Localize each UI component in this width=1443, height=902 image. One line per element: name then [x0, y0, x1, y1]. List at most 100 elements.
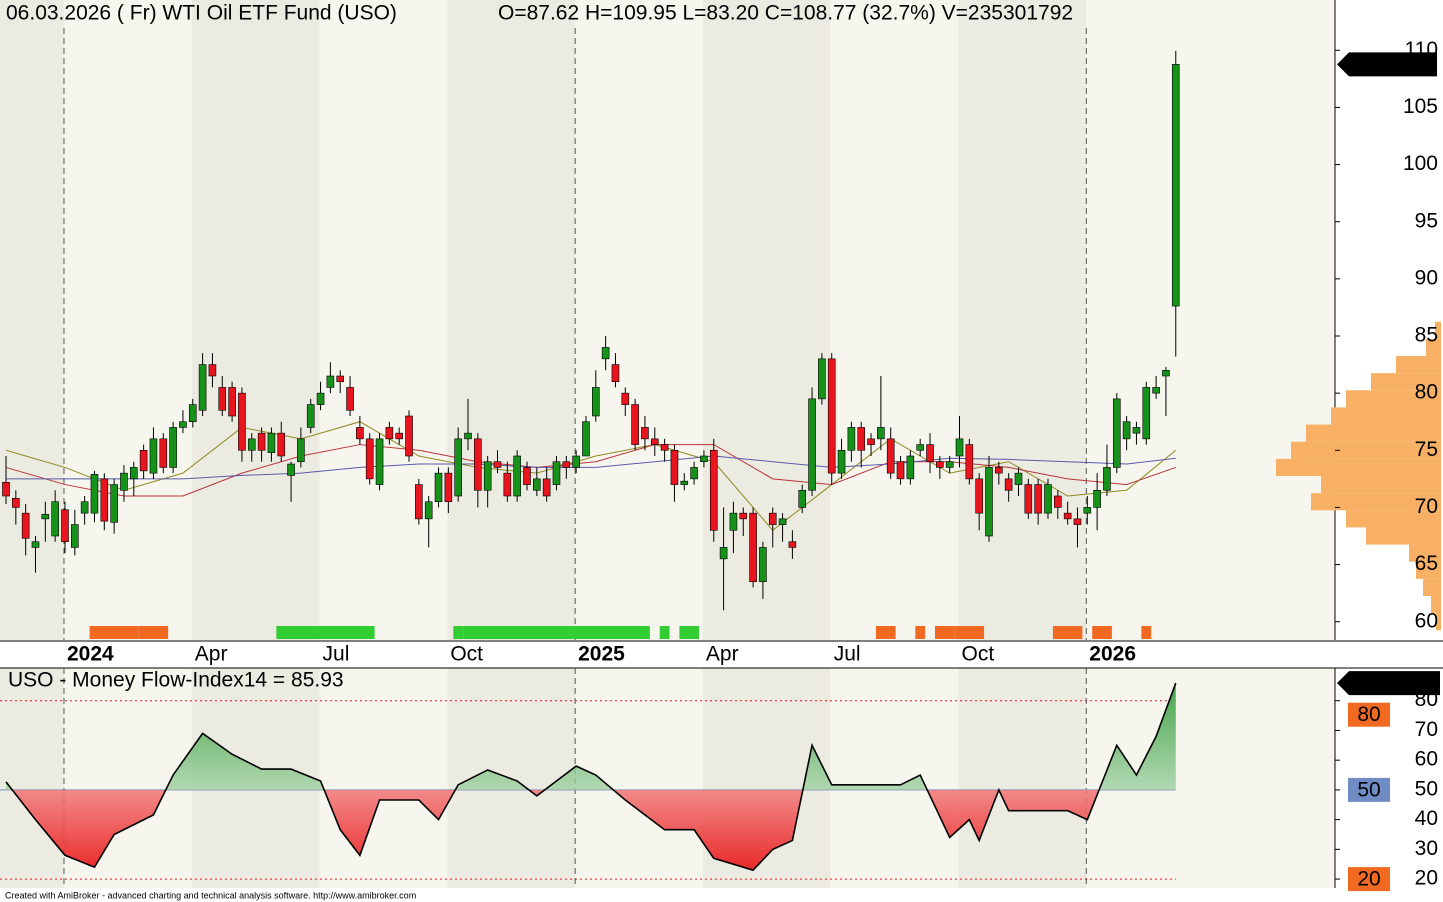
candle-body — [985, 467, 993, 537]
candle-body — [434, 472, 443, 503]
candle-body — [188, 404, 197, 423]
x-tick-label: Oct — [962, 643, 995, 666]
candle-body — [798, 489, 807, 508]
volume-profile-bar — [1331, 407, 1441, 425]
volume-profile-bar — [1436, 613, 1441, 631]
candle-body — [287, 463, 295, 476]
level-label: 20 — [1357, 868, 1380, 891]
candle-body — [827, 358, 836, 474]
signal-bar — [276, 626, 375, 639]
signal-bar — [138, 626, 169, 639]
candle-body — [631, 404, 639, 445]
candle-body — [90, 473, 99, 514]
candle-body — [611, 364, 620, 383]
candle-body — [523, 467, 531, 485]
y-tick-label: 70 — [1415, 718, 1438, 741]
candle-body — [149, 438, 158, 474]
candle-body — [120, 472, 128, 491]
candle-body — [346, 387, 354, 411]
volume-profile-bar — [1426, 338, 1441, 356]
signal-bar — [679, 626, 699, 639]
volume-profile-bar — [1416, 561, 1441, 579]
mfi-fill-below — [6, 789, 1176, 871]
candle-body — [238, 392, 246, 451]
period-band — [575, 0, 703, 640]
candle-body — [198, 364, 207, 411]
candle-body — [621, 392, 630, 405]
candle-body — [365, 438, 374, 480]
candle-body — [867, 438, 875, 445]
candle-body — [395, 432, 404, 440]
period-band — [958, 668, 1087, 888]
candle-body — [159, 438, 168, 468]
candle-body — [1132, 427, 1141, 434]
x-tick-label: 2025 — [578, 643, 625, 666]
period-band — [191, 0, 320, 640]
y-tick-label: 20 — [1415, 867, 1438, 890]
candle-body — [1004, 478, 1013, 491]
candle-body — [886, 438, 895, 474]
candle-body — [257, 432, 266, 451]
signal-bar — [1052, 626, 1083, 639]
footer: Created with AmiBroker - advanced charti… — [5, 890, 416, 900]
candle-body — [51, 501, 59, 537]
candle-body — [139, 449, 148, 472]
period-band — [63, 0, 192, 640]
level-label: 80 — [1357, 703, 1380, 726]
candle-body — [857, 427, 866, 451]
candle-body — [601, 347, 610, 360]
candle-body — [818, 358, 826, 400]
volume-profile-bar — [1311, 493, 1441, 511]
candle-body — [788, 541, 797, 548]
y-tick-label: 60 — [1415, 609, 1438, 632]
candle-body — [110, 484, 118, 523]
candle-body — [749, 512, 757, 583]
volume-profile-bar — [1431, 596, 1441, 614]
signal-bar — [915, 626, 926, 639]
candle-body — [356, 427, 364, 440]
candle-body — [1142, 387, 1151, 440]
volume-profile-bar — [1346, 510, 1441, 528]
y-tick-label: 100 — [1403, 152, 1438, 175]
candle-body — [1122, 421, 1131, 440]
candle-body — [1014, 472, 1023, 485]
y-tick-label: 85 — [1415, 324, 1438, 347]
candle-body — [415, 484, 423, 520]
x-tick-label: 2024 — [67, 643, 114, 666]
last-value-label: 85.9286 — [1358, 672, 1434, 695]
candle-body — [906, 455, 915, 480]
signal-bar — [463, 626, 650, 639]
volume-profile-bar — [1423, 578, 1441, 596]
period-band — [830, 0, 959, 640]
mfi-line — [5, 682, 1177, 872]
candle-body — [926, 444, 934, 463]
chart-title: 06.03.2026 ( Fr) WTI Oil ETF Fund (USO) — [6, 2, 397, 25]
candle-body — [385, 427, 394, 440]
candle-body — [2, 481, 10, 497]
candle-body — [965, 444, 974, 480]
candle-body — [562, 461, 571, 468]
candle-body — [454, 438, 462, 497]
period-band — [447, 0, 576, 640]
candle-body — [1162, 369, 1170, 377]
volume-profile-bar — [1276, 458, 1441, 476]
y-tick-label: 50 — [1415, 777, 1438, 800]
candle-body — [129, 467, 138, 480]
candle-body — [444, 472, 453, 503]
candle-body — [503, 472, 512, 497]
candle-body — [1152, 387, 1160, 394]
y-tick-label: 30 — [1415, 837, 1438, 860]
signal-bar — [89, 626, 139, 639]
candle-body — [474, 438, 482, 491]
candle-body — [719, 547, 728, 560]
candle-body — [1034, 484, 1042, 514]
volume-profile-bar — [1396, 356, 1441, 374]
candle-body — [247, 438, 256, 451]
candle-body — [1024, 484, 1033, 514]
candle-body — [660, 444, 669, 451]
candle-body — [405, 415, 413, 457]
signal-bar — [954, 626, 985, 639]
x-tick-label: Apr — [706, 643, 739, 666]
